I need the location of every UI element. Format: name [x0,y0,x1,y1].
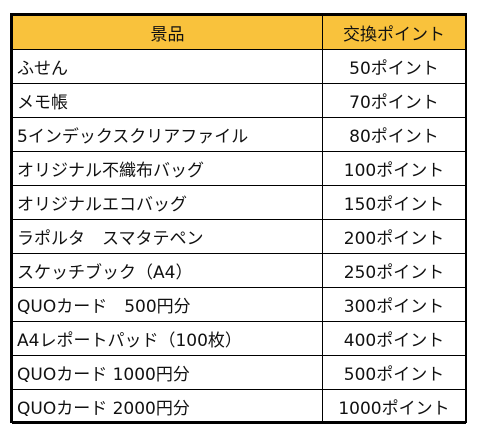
table-row: オリジナル不織布バッグ 100ポイント [12,151,466,186]
table-row: QUOカード 500円分 300ポイント [12,287,466,322]
table-row: A4レポートパッド（100枚） 400ポイント [12,321,466,356]
prize-name: QUOカード 500円分 [12,287,323,322]
prize-name: スケッチブック（A4） [12,253,323,288]
table-row: スケッチブック（A4） 250ポイント [12,253,466,288]
prize-exchange-table: 景品 交換ポイント ふせん 50ポイント メモ帳 70ポイント 5インデックスク… [12,15,466,424]
prize-name: QUOカード 2000円分 [12,389,323,424]
prize-points: 300ポイント [322,287,466,322]
prize-name: オリジナル不織布バッグ [12,151,323,186]
prize-name: ふせん [12,49,323,84]
prize-points: 400ポイント [322,321,466,356]
prize-name: QUOカード 1000円分 [12,355,323,390]
prize-name: ラポルタ スマタテペン [12,219,323,254]
table-row: ラポルタ スマタテペン 200ポイント [12,219,466,254]
header-prize: 景品 [12,15,323,50]
prize-name: A4レポートパッド（100枚） [12,321,323,356]
prize-exchange-table-container: 景品 交換ポイント ふせん 50ポイント メモ帳 70ポイント 5インデックスク… [10,13,467,424]
prize-name: 5インデックスクリアファイル [12,117,323,152]
prize-name: オリジナルエコバッグ [12,185,323,220]
table-row: ふせん 50ポイント [12,49,466,84]
prize-points: 1000ポイント [322,389,466,424]
prize-points: 50ポイント [322,49,466,84]
prize-points: 150ポイント [322,185,466,220]
prize-points: 200ポイント [322,219,466,254]
table-row: オリジナルエコバッグ 150ポイント [12,185,466,220]
prize-points: 250ポイント [322,253,466,288]
prize-points: 500ポイント [322,355,466,390]
header-points: 交換ポイント [322,15,466,50]
prize-points: 100ポイント [322,151,466,186]
prize-points: 70ポイント [322,83,466,118]
table-row: メモ帳 70ポイント [12,83,466,118]
table-row: QUOカード 1000円分 500ポイント [12,355,466,390]
table-row: 5インデックスクリアファイル 80ポイント [12,117,466,152]
prize-points: 80ポイント [322,117,466,152]
table-header-row: 景品 交換ポイント [12,15,466,50]
prize-name: メモ帳 [12,83,323,118]
table-row: QUOカード 2000円分 1000ポイント [12,389,466,424]
